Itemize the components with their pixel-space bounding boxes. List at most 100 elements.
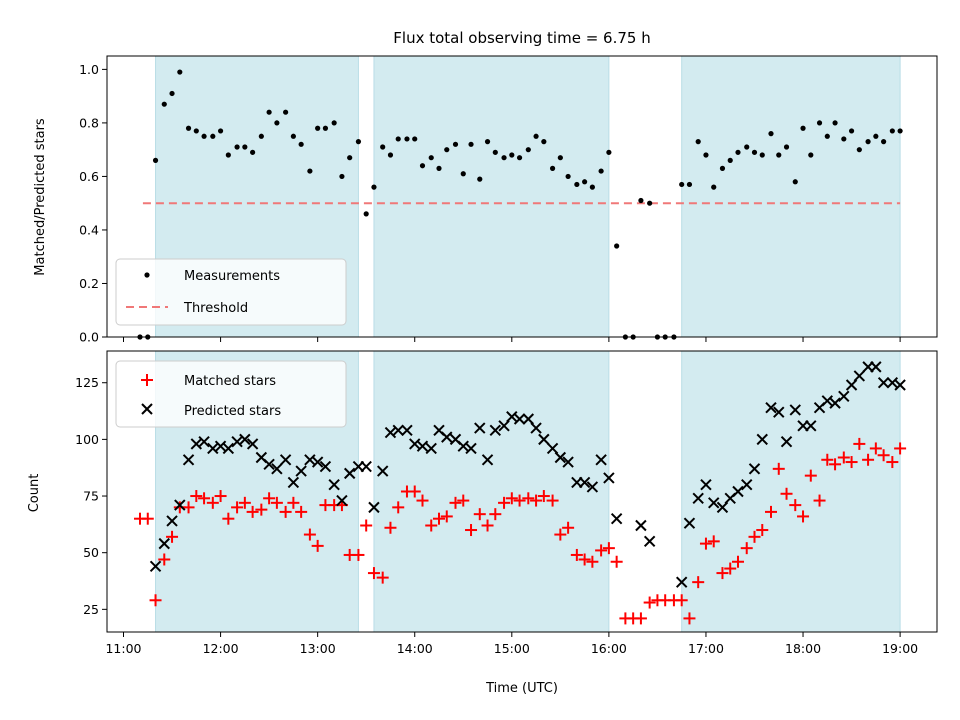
x-tick-label: 13:00: [300, 641, 336, 656]
predicted-star-point: [457, 440, 469, 452]
predicted-star-point: [474, 422, 486, 434]
matched-star-point: [716, 567, 729, 580]
matched-star-point: [853, 437, 866, 450]
predicted-star-point: [368, 501, 380, 514]
predicted-star-point: [578, 476, 591, 489]
measurement-point: [460, 171, 466, 177]
measurement-point: [468, 141, 474, 147]
predicted-star-point: [239, 433, 251, 446]
matched-star-point: [530, 494, 543, 507]
predicted-star-point: [610, 512, 623, 525]
measurement-point: [444, 147, 450, 153]
measurement-point: [816, 120, 823, 126]
matched-star-point: [440, 510, 453, 523]
matched-star-point: [862, 453, 875, 466]
x-tick-label: 16:00: [591, 641, 627, 656]
matched-star-point: [198, 492, 211, 505]
matched-star-point: [392, 501, 405, 514]
measurement-point: [501, 155, 507, 161]
matched-star-point: [433, 512, 445, 525]
measurement-point: [298, 141, 304, 147]
predicted-star-point: [287, 476, 300, 489]
x-tick-label: 14:00: [397, 641, 433, 656]
predicted-star-point: [538, 433, 550, 446]
predicted-star-point: [789, 404, 801, 416]
matched-star-point: [255, 503, 268, 516]
bottom-axes-frame: [106, 350, 938, 633]
measurement-point: [727, 157, 733, 163]
measurement-point: [647, 200, 653, 206]
legend-matched-label: Matched stars: [184, 374, 276, 389]
measurement-point: [574, 181, 580, 188]
matched-star-point: [634, 612, 647, 625]
matched-star-point: [886, 456, 899, 469]
matched-star-point: [465, 524, 478, 537]
matched-star-point: [877, 449, 890, 462]
measurement-point: [395, 136, 401, 142]
predicted-star-point: [198, 435, 210, 448]
matched-star-point: [789, 499, 802, 512]
matched-star-point: [683, 612, 696, 625]
predicted-star-point: [465, 442, 477, 455]
matched-star-point: [158, 553, 171, 566]
measurement-point: [638, 197, 644, 204]
top-legend-box: [115, 258, 347, 326]
measurement-point: [152, 157, 159, 163]
matched-star-point: [748, 530, 761, 543]
measurement-point: [347, 155, 353, 161]
x-tick-label: 12:00: [203, 641, 239, 656]
predicted-star-point: [506, 411, 518, 423]
x-axis-label: Time (UTC): [485, 681, 558, 696]
measurement-point: [744, 144, 750, 150]
predicted-star-point: [328, 478, 340, 491]
top-y-tick-label: 0.0: [79, 330, 99, 345]
observing-window-3: [681, 55, 901, 338]
predicted-star-point: [853, 370, 866, 382]
predicted-star-point: [748, 463, 761, 475]
measurement-point: [363, 211, 369, 217]
matched-star-point: [352, 548, 365, 561]
legend-predicted-marker: [141, 403, 153, 415]
predicted-star-point: [732, 485, 744, 498]
measurement-point: [549, 165, 556, 171]
measurement-point: [751, 149, 758, 155]
matched-star-point: [408, 485, 421, 498]
measurement-point: [355, 139, 362, 145]
matched-star-point: [894, 442, 907, 455]
measurement-point: [225, 152, 231, 158]
matched-star-point: [765, 505, 777, 518]
matched-star-point: [416, 494, 429, 507]
matched-star-point: [505, 492, 518, 505]
measurement-point: [865, 139, 871, 145]
matched-star-point: [602, 542, 615, 555]
predicted-star-point: [595, 454, 607, 466]
measurement-point: [783, 144, 790, 150]
predicted-star-point: [780, 435, 793, 448]
predicted-star-point: [489, 424, 502, 437]
predicted-star-point: [829, 397, 841, 409]
measurement-point: [881, 139, 887, 145]
predicted-star-point: [546, 442, 559, 455]
matched-star-point: [190, 490, 203, 503]
matched-star-point: [869, 442, 882, 455]
measurement-point: [177, 69, 183, 75]
predicted-star-point: [190, 438, 203, 450]
measurement-point: [792, 179, 798, 185]
measurement-point: [242, 144, 248, 150]
predicted-star-point: [877, 377, 890, 389]
matched-star-point: [780, 487, 793, 500]
observing-window-3: [681, 350, 901, 633]
legend-predicted-label: Predicted stars: [184, 404, 281, 419]
predicted-star-point: [708, 497, 720, 509]
matched-star-point: [595, 544, 608, 557]
predicted-star-point: [756, 433, 768, 446]
measurement-point: [832, 120, 838, 126]
matched-star-point: [724, 562, 737, 575]
predicted-star-point: [360, 460, 372, 473]
matched-star-point: [287, 496, 300, 509]
predicted-star-point: [246, 438, 259, 450]
measurement-point: [824, 133, 830, 139]
top-y-tick-label: 0.2: [79, 276, 99, 291]
measurement-point: [525, 147, 531, 153]
x-tick-label: 15:00: [494, 641, 530, 656]
